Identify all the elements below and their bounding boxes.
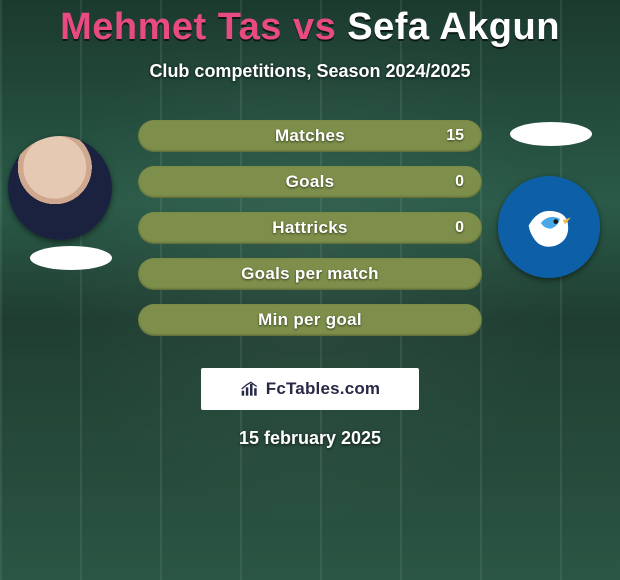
stat-value-right: 15 bbox=[446, 127, 464, 145]
subtitle: Club competitions, Season 2024/2025 bbox=[0, 61, 620, 82]
comparison-stage: Matches 15 Goals 0 Hattricks 0 Goals per… bbox=[0, 114, 620, 354]
title-player2: Sefa Akgun bbox=[347, 6, 560, 48]
player2-club-ellipse bbox=[510, 122, 592, 146]
eagle-icon bbox=[515, 193, 583, 261]
stat-bar-goals: Goals 0 bbox=[138, 166, 482, 198]
stat-value-right: 0 bbox=[455, 173, 464, 191]
stat-bars: Matches 15 Goals 0 Hattricks 0 Goals per… bbox=[138, 120, 482, 336]
brand-badge: FcTables.com bbox=[201, 368, 419, 410]
stat-label: Matches bbox=[275, 126, 345, 146]
stat-label: Hattricks bbox=[272, 218, 347, 238]
stat-bar-matches: Matches 15 bbox=[138, 120, 482, 152]
stat-bar-min-per-goal: Min per goal bbox=[138, 304, 482, 336]
bar-chart-icon bbox=[240, 380, 260, 398]
stat-bar-hattricks: Hattricks 0 bbox=[138, 212, 482, 244]
stat-label: Goals per match bbox=[241, 264, 379, 284]
player2-club-badge bbox=[498, 176, 600, 278]
page-title: Mehmet Tas vs Sefa Akgun bbox=[0, 0, 620, 49]
player1-avatar bbox=[8, 136, 112, 240]
title-vs: vs bbox=[293, 6, 336, 48]
date-text: 15 february 2025 bbox=[0, 428, 620, 449]
stat-bar-goals-per-match: Goals per match bbox=[138, 258, 482, 290]
player1-club-ellipse bbox=[30, 246, 112, 270]
stat-label: Min per goal bbox=[258, 310, 362, 330]
brand-text: FcTables.com bbox=[266, 379, 381, 399]
stat-value-right: 0 bbox=[455, 219, 464, 237]
title-player1: Mehmet Tas bbox=[60, 6, 282, 48]
stat-label: Goals bbox=[286, 172, 335, 192]
